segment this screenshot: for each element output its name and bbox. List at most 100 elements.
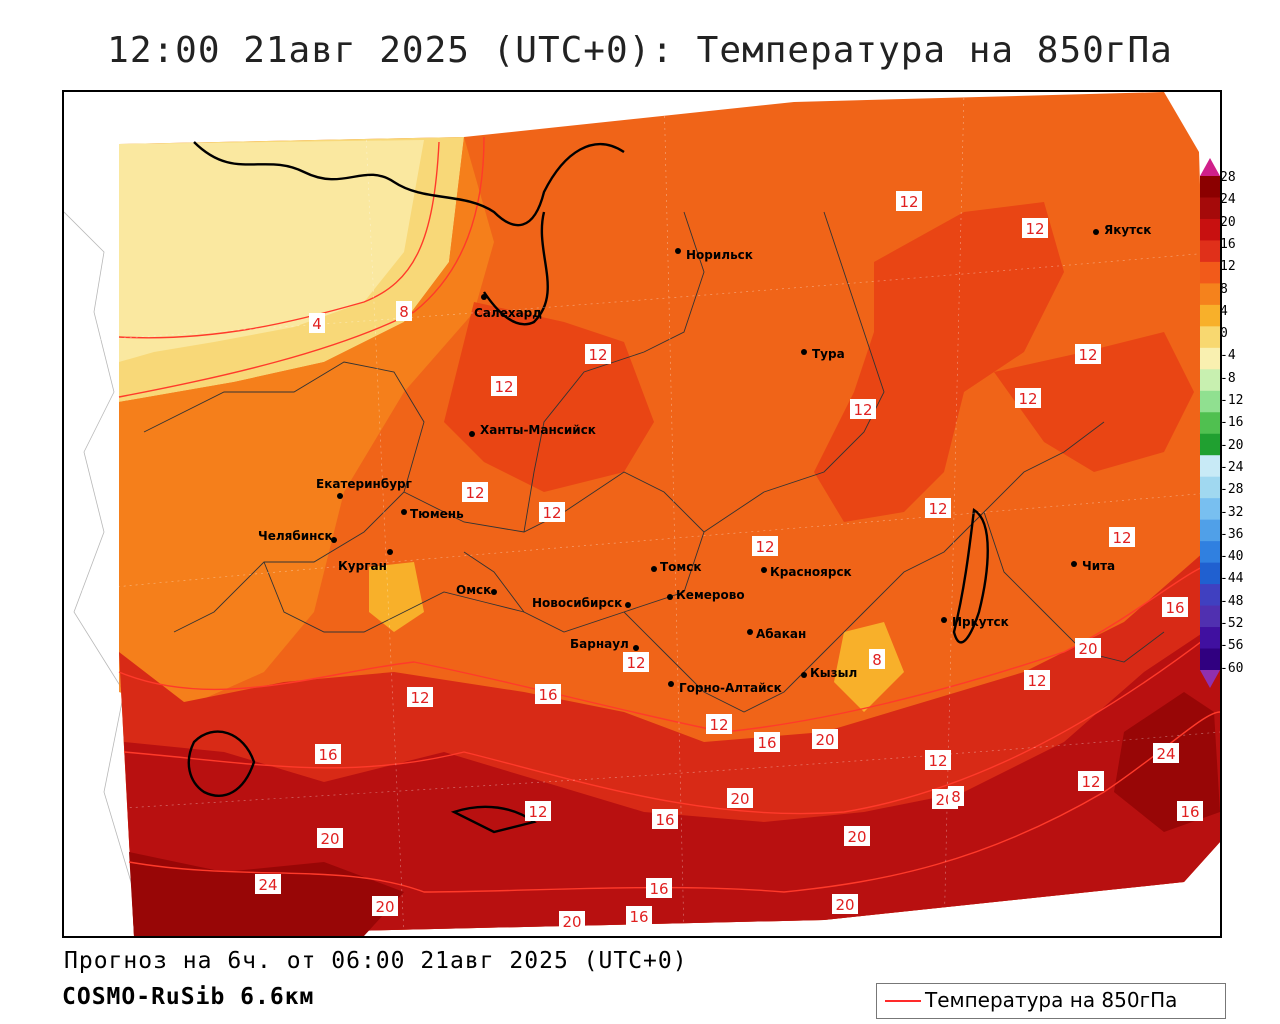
isotherm-label: 16 (535, 684, 561, 704)
isotherm-label: 12 (925, 750, 951, 770)
colorbar-segment (1200, 261, 1220, 284)
svg-text:12: 12 (465, 484, 484, 502)
city-label: Якутск (1104, 223, 1151, 237)
city-label: Ханты-Мансийск (480, 423, 596, 437)
zone-8-12 (119, 137, 494, 712)
isotherm-label: 12 (706, 714, 732, 734)
isotherm-label: 8 (869, 649, 885, 669)
isotherm-label: 12 (752, 536, 778, 556)
svg-text:12: 12 (410, 689, 429, 707)
colorbar-segment (1200, 197, 1220, 220)
svg-text:12: 12 (1112, 529, 1131, 547)
svg-text:16: 16 (629, 908, 648, 926)
city-label: Челябинск (258, 529, 333, 543)
city-marker (469, 431, 475, 437)
svg-text:16: 16 (757, 734, 776, 752)
svg-text:12: 12 (542, 504, 561, 522)
city-marker (481, 294, 487, 300)
forecast-info: Прогноз на 6ч. от 06:00 21авг 2025 (UTC+… (64, 948, 688, 974)
isotherm-label: 16 (754, 732, 780, 752)
city-marker (801, 349, 807, 355)
svg-text:12: 12 (494, 378, 513, 396)
svg-text:8: 8 (951, 788, 961, 806)
svg-text:20: 20 (562, 913, 581, 931)
svg-text:16: 16 (649, 880, 668, 898)
city-label: Тюмень (410, 507, 464, 521)
svg-text:20: 20 (730, 790, 749, 808)
zone-8-patch (369, 562, 904, 712)
svg-text:12: 12 (755, 538, 774, 556)
city-label: Курган (338, 559, 387, 573)
svg-text:20: 20 (835, 896, 854, 914)
city-marker (1093, 229, 1099, 235)
isotherm-label: 12 (1078, 771, 1104, 791)
colorbar-tick-label: -52 (1220, 616, 1244, 631)
colorbar-segment (1200, 369, 1220, 392)
colorbar-segment (1200, 498, 1220, 521)
isotherm-label: 20 (727, 788, 753, 808)
zone-12-16 (444, 202, 1194, 522)
colorbar-segment (1200, 648, 1220, 671)
colorbar-tick-label: -32 (1220, 504, 1244, 520)
isotherm-label: 12 (623, 652, 649, 672)
colorbar-tick-label: -16 (1220, 415, 1244, 431)
svg-text:20: 20 (320, 830, 339, 848)
city-marker (331, 537, 337, 543)
isotherm-label: 12 (525, 801, 551, 821)
city-marker (491, 589, 497, 595)
colorbar-tick-label: 12 (1220, 259, 1236, 275)
isotherm-label: 12 (1022, 218, 1048, 238)
isotherm-label: 20 (812, 729, 838, 749)
isotherm-label: 20 (832, 894, 858, 914)
svg-text:16: 16 (538, 686, 557, 704)
isotherm-label: 12 (585, 344, 611, 364)
svg-text:12: 12 (709, 716, 728, 734)
isotherm-label: 12 (1075, 344, 1101, 364)
legend-label: Температура на 850гПа (925, 988, 1178, 1012)
isotherm-label: 16 (1162, 597, 1188, 617)
svg-text:8: 8 (399, 303, 409, 321)
city-marker (668, 681, 674, 687)
isotherm-label: 20 (372, 896, 398, 916)
city-marker (747, 629, 753, 635)
city-marker (667, 594, 673, 600)
city-marker (625, 602, 631, 608)
legend-line-swatch (885, 1000, 921, 1002)
svg-text:16: 16 (1180, 803, 1199, 821)
svg-text:4: 4 (312, 315, 322, 333)
city-label: Томск (660, 560, 702, 574)
temperature-map: Салехард Норильск Якутск Тура Ханты-Мансийск… (62, 90, 1222, 938)
city-marker (651, 566, 657, 572)
colorbar-tick-label: -40 (1220, 549, 1244, 565)
city-marker (941, 617, 947, 623)
isotherm-label: 16 (1177, 801, 1203, 821)
legend-box: Температура на 850гПа (876, 983, 1226, 1019)
isotherm-label: 12 (850, 399, 876, 419)
city-marker (387, 549, 393, 555)
colorbar-segment (1200, 584, 1220, 607)
city-marker (675, 248, 681, 254)
colorbar-tick-label: 4 (1220, 303, 1228, 319)
city-label: Новосибирск (532, 596, 622, 610)
colorbar-tick-label: -28 (1220, 482, 1244, 498)
model-name: COSMO-RuSib 6.6км (62, 984, 315, 1010)
colorbar-tick-label: 0 (1220, 326, 1228, 342)
isotherm-label: 12 (1015, 388, 1041, 408)
city-label: Красноярск (770, 565, 852, 579)
colorbar-segment (1200, 541, 1220, 564)
isotherm-label: 12 (539, 502, 565, 522)
svg-text:8: 8 (872, 651, 882, 669)
colorbar-segment (1200, 304, 1220, 327)
isotherm-label: 16 (652, 809, 678, 829)
svg-text:24: 24 (258, 876, 277, 894)
isotherm-label: 24 (1153, 743, 1179, 763)
svg-text:12: 12 (928, 500, 947, 518)
colorbar-tick-label: 8 (1220, 281, 1228, 297)
colorbar-tick-label: -44 (1220, 571, 1244, 587)
isotherm-label: 12 (925, 498, 951, 518)
isotherm-label: 12 (1109, 527, 1135, 547)
city-marker (801, 672, 807, 678)
svg-text:12: 12 (1025, 220, 1044, 238)
colorbar-tick-label: 20 (1220, 214, 1236, 230)
svg-text:12: 12 (626, 654, 645, 672)
